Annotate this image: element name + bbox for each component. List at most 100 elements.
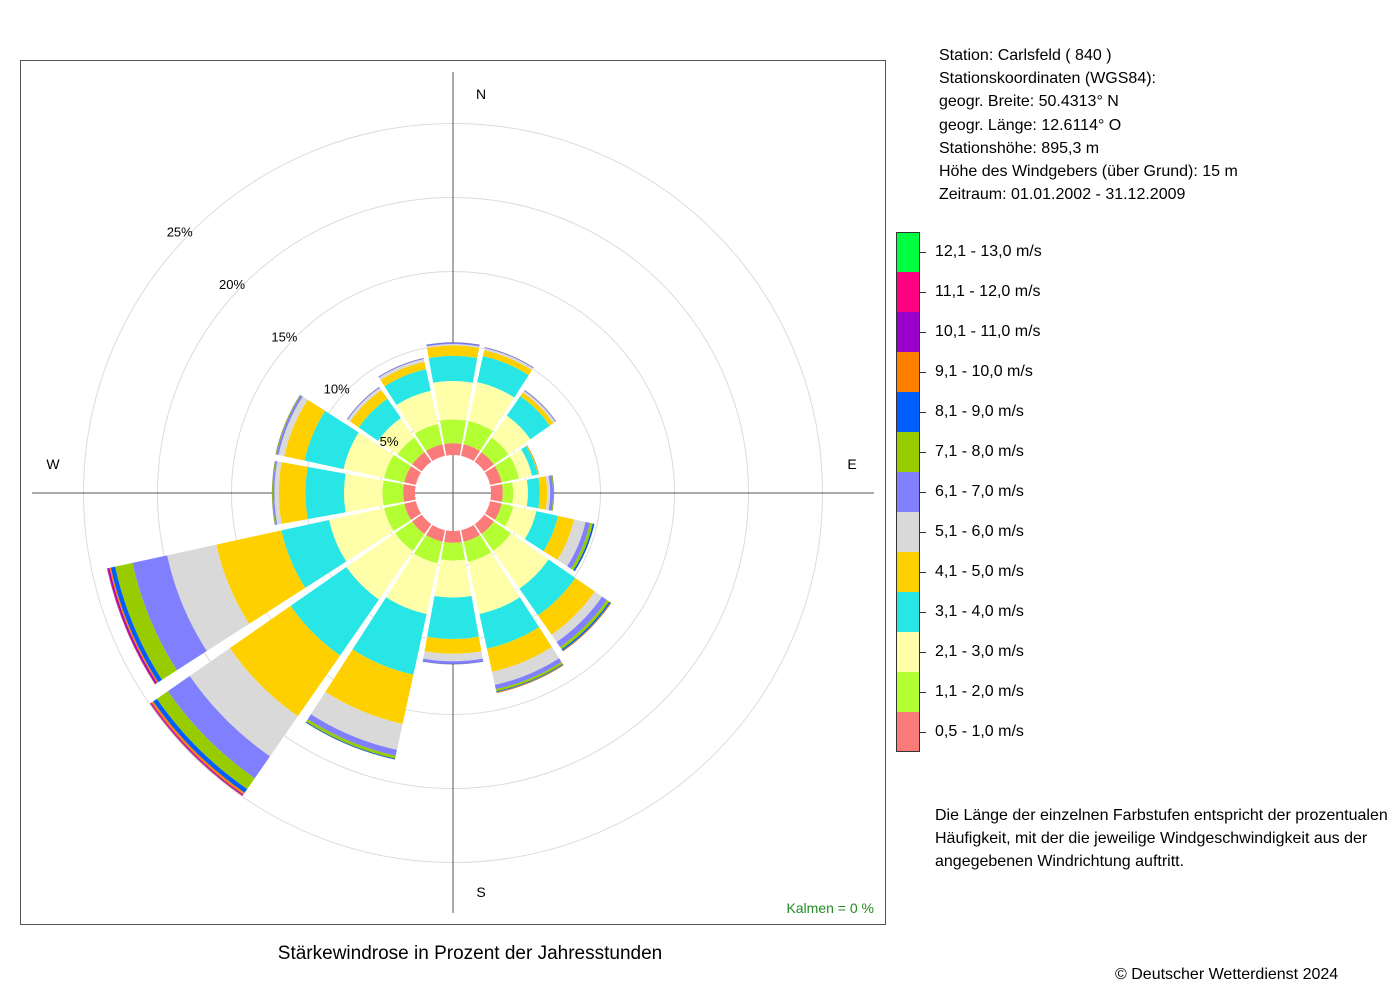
sector-e-class-4: [526, 477, 540, 509]
sector-sw-class-1: [412, 514, 432, 534]
sector-s-class-3: [434, 559, 472, 598]
legend-note: Die Länge der einzelnen Farbstufen entsp…: [935, 807, 1388, 870]
legend-tick: [920, 332, 926, 333]
sector-wsw-class-9: [110, 566, 162, 683]
legend-item: 1,1 - 2,0 m/s: [896, 672, 1296, 712]
sector-e-class-6: [545, 475, 551, 511]
sector-n-class-4: [428, 355, 478, 383]
sector-sse-class-2: [463, 534, 492, 562]
sector-ssw-class-3: [386, 553, 438, 614]
sector-sw-class-6: [189, 648, 298, 757]
station-latitude: geogr. Breite: 50.4313° N: [939, 93, 1119, 111]
sector-wnw-class-4: [304, 410, 359, 470]
sector-ne-class-6: [522, 390, 556, 424]
station-coordinates-heading: Stationskoordinaten (WGS84):: [939, 70, 1156, 88]
sector-wnw-class-2: [384, 454, 412, 483]
sector-nnw-class-4: [384, 369, 431, 405]
sector-ne-class-1: [474, 452, 494, 472]
sector-nne-class-1: [461, 444, 480, 462]
legend-swatch: [896, 512, 920, 552]
sector-ssw-class-6: [310, 691, 403, 750]
legend-tick: [920, 252, 926, 253]
sector-rim-ssw: [305, 722, 396, 760]
sector-nnw-class-6: [378, 358, 425, 381]
legend-item: 3,1 - 4,0 m/s: [896, 592, 1296, 632]
sector-ssw-class-8: [306, 719, 396, 759]
sector-s-class-7: [422, 658, 484, 665]
sector-nnw-class-5: [380, 361, 426, 387]
sector-nne-class-5: [482, 350, 532, 376]
legend-swatch: [896, 232, 920, 272]
compass-label-e: E: [847, 456, 856, 472]
legend-label: 10,1 - 11,0 m/s: [935, 323, 1041, 340]
sector-nne-class-2: [463, 421, 493, 452]
sector-rim-ese: [574, 523, 595, 572]
sector-wsw-class-7: [132, 555, 207, 671]
station-name: Station: Carlsfeld ( 840 ): [939, 47, 1112, 64]
sector-rim-wsw: [106, 568, 156, 685]
sector-nnw-class-1: [426, 444, 445, 462]
legend-swatch: [896, 552, 920, 592]
legend-item: 2,1 - 3,0 m/s: [896, 632, 1296, 672]
sector-wnw-class-1: [404, 466, 422, 485]
legend-label: 5,1 - 6,0 m/s: [935, 523, 1024, 540]
legend-item: 9,1 - 10,0 m/s: [896, 352, 1296, 392]
sector-n-class-2: [439, 419, 467, 444]
sector-s-class-4: [427, 595, 479, 640]
sector-ssw-class-5: [325, 649, 414, 724]
legend-item: 6,1 - 7,0 m/s: [896, 472, 1296, 512]
legend-swatch: [896, 472, 920, 512]
sector-wsw-class-3: [329, 508, 394, 562]
sector-rim-nnw: [378, 357, 424, 378]
ring-label-5: 5%: [380, 434, 399, 449]
plot-area: 5% 10% 15% 20% 25% N E S W: [32, 72, 874, 913]
sector-rim-nw: [346, 386, 380, 420]
sector-wnw-class-5: [284, 399, 326, 461]
sector-sw-class-7: [167, 676, 270, 779]
copyright: © Deutscher Wetterdienst 2024: [1115, 966, 1339, 983]
sector-nw-class-5: [350, 390, 388, 428]
compass-label-n: N: [476, 86, 486, 102]
compass-label-s: S: [476, 884, 485, 900]
sector-s-class-2: [441, 542, 465, 561]
sector-ese-class-7: [567, 521, 590, 569]
sector-ssw-class-7: [307, 714, 397, 756]
sector-ne-class-4: [506, 396, 550, 440]
sector-w-class-4: [305, 466, 346, 520]
legend-swatch: [896, 592, 920, 632]
sector-sw-class-8: [156, 691, 255, 790]
sector-sw-class-2: [395, 521, 425, 551]
anemometer-height: Höhe des Windgebers (über Grund): 15 m: [939, 163, 1238, 181]
legend-item: 0,5 - 1,0 m/s: [896, 712, 1296, 752]
legend-tick: [920, 572, 926, 573]
sector-se-class-4: [519, 559, 576, 616]
station-info: Station: Carlsfeld ( 840 ) Stationskoord…: [939, 44, 1238, 206]
sector-nnw-class-3: [396, 390, 438, 434]
legend-label: 4,1 - 5,0 m/s: [935, 563, 1024, 580]
legend-tick: [920, 732, 926, 733]
sector-n-class-1: [444, 443, 462, 456]
sector-w-class-5: [278, 462, 308, 524]
legend-label: 0,5 - 1,0 m/s: [935, 723, 1024, 740]
sector-wnw-class-6: [278, 396, 308, 457]
legend-swatch: [896, 672, 920, 712]
sector-rim-se: [562, 602, 612, 652]
sector-wnw-class-7: [276, 395, 303, 455]
legend-item: 10,1 - 11,0 m/s: [896, 312, 1296, 352]
legend-label: 9,1 - 10,0 m/s: [935, 363, 1033, 380]
legend-item: 11,1 - 12,0 m/s: [896, 272, 1296, 312]
sector-nw-class-4: [358, 398, 401, 441]
sector-n-class-7: [426, 342, 480, 347]
legend-tick: [920, 492, 926, 493]
sector-rim-s: [422, 661, 484, 665]
legend-tick: [920, 292, 926, 293]
compass-label-w: W: [46, 456, 60, 472]
legend-label: 2,1 - 3,0 m/s: [935, 643, 1024, 660]
sector-ene-class-2: [494, 456, 520, 483]
legend-label: 8,1 - 9,0 m/s: [935, 403, 1024, 420]
sector-sse-class-1: [461, 524, 480, 542]
sector-ne-class-2: [481, 437, 509, 465]
sector-rim-n: [426, 342, 480, 346]
sector-ne-class-3: [491, 415, 531, 455]
legend-label: 1,1 - 2,0 m/s: [935, 683, 1024, 700]
